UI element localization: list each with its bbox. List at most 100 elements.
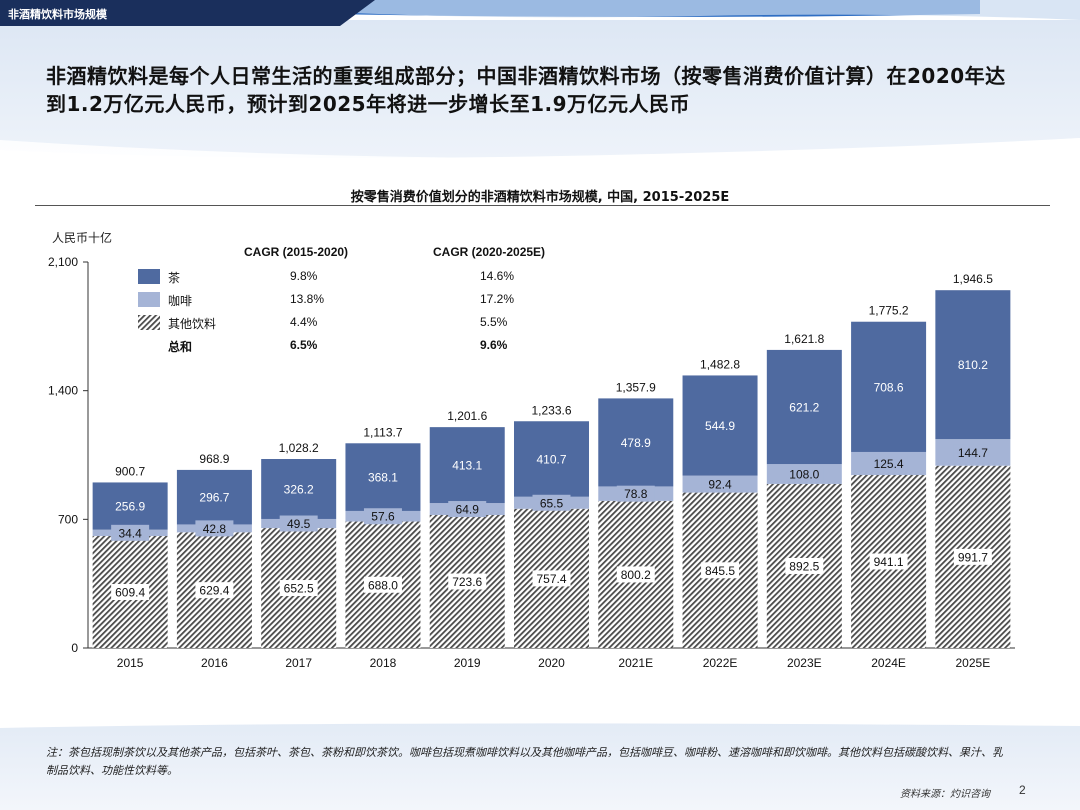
data-label-coffee: 49.5 xyxy=(287,517,311,531)
data-label-other: 757.4 xyxy=(536,572,566,586)
bar-segment-tea xyxy=(851,321,927,452)
cagr-value: 14.6% xyxy=(480,269,515,283)
cagr-header-2020-2025: CAGR (2020-2025E) xyxy=(433,245,546,259)
cagr-value: 17.2% xyxy=(480,292,515,306)
x-tick-label: 2022E xyxy=(703,656,738,670)
bar-segment-tea xyxy=(261,459,337,519)
data-label-bg xyxy=(195,582,234,599)
data-label-tea: 256.9 xyxy=(115,500,145,514)
total-label: 900.7 xyxy=(115,464,145,478)
legend-label: 咖啡 xyxy=(168,294,193,308)
cagr-value: 6.5% xyxy=(290,338,318,352)
data-label-other: 723.6 xyxy=(452,575,482,589)
other-swatch xyxy=(138,315,160,330)
data-label-tea: 810.2 xyxy=(958,358,988,372)
bar-segment-tea xyxy=(345,443,421,511)
legend-label: 总和 xyxy=(168,340,193,354)
data-label-other: 800.2 xyxy=(621,568,651,582)
x-tick-label: 2016 xyxy=(201,656,228,670)
data-label-bg xyxy=(785,466,824,483)
legend-row-other: 其他饮料 4.4% 5.5% xyxy=(138,314,558,332)
tea-swatch xyxy=(138,269,160,284)
cagr-value: 4.4% xyxy=(290,315,318,329)
total-label: 1,233.6 xyxy=(531,403,571,417)
cagr-value: 9.8% xyxy=(290,269,318,283)
legend-label: 茶 xyxy=(168,271,181,285)
y-tick-label: 2,100 xyxy=(48,255,78,269)
cagr-value: 5.5% xyxy=(480,315,508,329)
data-label-bg xyxy=(532,494,571,511)
x-tick-label: 2025E xyxy=(956,656,991,670)
x-tick-label: 2017 xyxy=(285,656,312,670)
data-label-tea: 413.1 xyxy=(452,459,482,473)
data-label-bg xyxy=(448,501,487,518)
data-label-bg xyxy=(363,576,402,593)
data-label-coffee: 108.0 xyxy=(789,468,819,482)
x-tick-label: 2019 xyxy=(454,656,481,670)
data-label-other: 892.5 xyxy=(789,559,819,573)
legend-label: 其他饮料 xyxy=(168,317,217,331)
data-label-other: 652.5 xyxy=(284,582,314,596)
data-label-bg xyxy=(616,485,655,502)
total-label: 1,775.2 xyxy=(869,304,909,318)
data-label-bg xyxy=(701,562,740,579)
x-tick-label: 2015 xyxy=(117,656,144,670)
bar-segment-tea xyxy=(682,375,758,476)
x-tick-label: 2021E xyxy=(618,656,653,670)
data-label-tea: 296.7 xyxy=(199,491,229,505)
data-label-tea: 326.2 xyxy=(284,482,314,496)
data-label-coffee: 65.5 xyxy=(540,496,564,510)
data-label-coffee: 57.6 xyxy=(371,510,395,524)
section-label: 非酒精饮料市场规模 xyxy=(8,8,107,21)
data-label-coffee: 78.8 xyxy=(624,487,648,501)
data-label-bg xyxy=(195,520,234,537)
data-label-coffee: 92.4 xyxy=(708,478,732,492)
data-label-bg xyxy=(532,570,571,587)
bar-segment-tea xyxy=(92,482,168,530)
bar-segment-tea xyxy=(766,349,842,465)
total-label: 1,028.2 xyxy=(279,441,319,455)
data-label-bg xyxy=(785,557,824,574)
data-label-tea: 621.2 xyxy=(789,401,819,415)
page-number: 2 xyxy=(1019,783,1026,797)
data-label-bg xyxy=(616,566,655,583)
legend-row-total: 总和 6.5% 9.6% xyxy=(138,337,558,355)
coffee-swatch xyxy=(138,292,160,307)
total-label: 1,113.7 xyxy=(363,425,402,439)
data-label-bg xyxy=(953,548,992,565)
data-label-coffee: 125.4 xyxy=(874,457,904,471)
data-label-other: 609.4 xyxy=(115,585,145,599)
x-tick-label: 2023E xyxy=(787,656,822,670)
data-label-tea: 368.1 xyxy=(368,471,398,485)
data-label-coffee: 144.7 xyxy=(958,446,988,460)
cagr-header-2015-2020: CAGR (2015-2020) xyxy=(244,245,349,259)
data-label-bg xyxy=(869,455,908,472)
bar-segment-tea xyxy=(514,421,589,497)
data-label-other: 629.4 xyxy=(199,584,229,598)
bar-segment-tea xyxy=(935,290,1011,440)
data-label-tea: 478.9 xyxy=(621,436,651,450)
data-label-bg xyxy=(701,476,740,493)
data-label-coffee: 34.4 xyxy=(118,526,142,540)
data-label-bg xyxy=(279,580,318,597)
chart-title: 按零售消费价值划分的非酒精饮料市场规模, 中国, 2015-2025E xyxy=(350,190,730,205)
data-label-bg xyxy=(869,553,908,570)
data-label-tea: 708.6 xyxy=(874,380,904,394)
y-tick-label: 0 xyxy=(71,641,78,655)
total-label: 1,201.6 xyxy=(447,409,487,423)
legend-row-tea: 茶 9.8% 14.6% xyxy=(138,268,558,286)
data-label-other: 845.5 xyxy=(705,564,735,578)
data-label-bg xyxy=(363,508,402,525)
bar-segment-tea xyxy=(176,469,252,525)
data-label-coffee: 42.8 xyxy=(203,522,227,536)
data-label-bg xyxy=(448,573,487,590)
x-tick-label: 2020 xyxy=(538,656,565,670)
y-tick-label: 1,400 xyxy=(48,384,78,398)
total-label: 1,357.9 xyxy=(616,380,656,394)
x-tick-label: 2018 xyxy=(370,656,397,670)
data-label-other: 688.0 xyxy=(368,578,398,592)
data-label-bg xyxy=(111,524,150,541)
total-label: 1,946.5 xyxy=(953,272,993,286)
